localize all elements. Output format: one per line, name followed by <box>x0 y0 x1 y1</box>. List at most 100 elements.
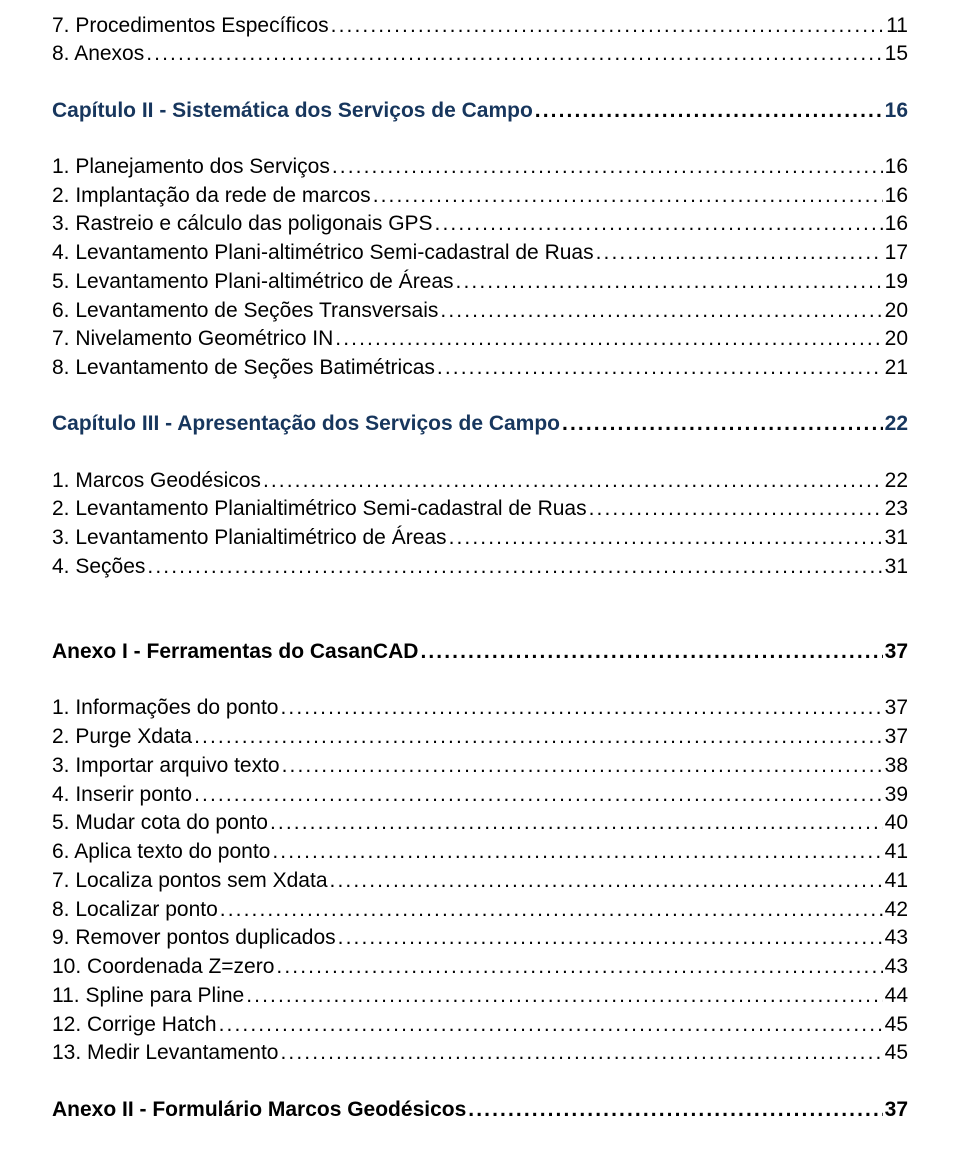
toc-leader-dots <box>246 983 882 1009</box>
toc-entry-page: 19 <box>885 269 908 295</box>
toc-leader-dots <box>338 925 883 951</box>
toc-entry-page: 37 <box>885 1097 908 1123</box>
toc-entry-label: 7. Procedimentos Específicos <box>52 13 329 39</box>
toc-leader-dots <box>449 525 883 551</box>
toc-leader-dots <box>589 496 883 522</box>
toc-entry-page: 31 <box>885 525 908 551</box>
toc-entry-page: 42 <box>885 897 908 923</box>
toc-entry-label: 1. Marcos Geodésicos <box>52 468 261 494</box>
toc-leader-dots <box>282 753 883 779</box>
toc-entry-label: 9. Remover pontos duplicados <box>52 925 336 951</box>
toc-line: Capítulo III - Apresentação dos Serviços… <box>52 411 908 437</box>
toc-entry-page: 38 <box>885 753 908 779</box>
toc-entry-page: 21 <box>885 355 908 381</box>
toc-line: 2. Purge Xdata37 <box>52 724 908 750</box>
toc-entry-page: 17 <box>885 240 908 266</box>
toc-line: 4. Levantamento Plani-altimétrico Semi-c… <box>52 240 908 266</box>
toc-entry-label: 2. Purge Xdata <box>52 724 192 750</box>
toc-line: 8. Levantamento de Seções Batimétricas 21 <box>52 355 908 381</box>
toc-leader-dots <box>270 810 883 836</box>
toc-leader-dots <box>280 1040 882 1066</box>
toc-entry-page: 45 <box>885 1012 908 1038</box>
toc-entry-label: Capítulo II - Sistemática dos Serviços d… <box>52 98 533 124</box>
toc-entry-page: 23 <box>885 496 908 522</box>
toc-entry-page: 41 <box>885 868 908 894</box>
toc-line: 1. Marcos Geodésicos 22 <box>52 468 908 494</box>
table-of-contents: 7. Procedimentos Específicos 11 8. Anexos 1… <box>52 13 908 1123</box>
toc-entry-label: 5. Levantamento Plani-altimétrico de Áre… <box>52 269 454 295</box>
toc-line: Anexo II - Formulário Marcos Geodésicos 3… <box>52 1097 908 1123</box>
toc-leader-dots <box>437 355 883 381</box>
toc-entry-page: 22 <box>885 411 908 437</box>
toc-leader-dots <box>535 98 883 124</box>
toc-line: 7. Localiza pontos sem Xdata 41 <box>52 868 908 894</box>
toc-entry-page: 44 <box>885 983 908 1009</box>
toc-entry-label: Capítulo III - Apresentação dos Serviços… <box>52 411 560 437</box>
toc-entry-label: 7. Nivelamento Geométrico IN <box>52 326 333 352</box>
toc-leader-dots <box>280 695 882 721</box>
toc-entry-label: 8. Anexos <box>52 41 144 67</box>
toc-line: 3. Rastreio e cálculo das poligonais GPS… <box>52 211 908 237</box>
toc-leader-dots <box>435 211 883 237</box>
toc-line: 12. Corrige Hatch45 <box>52 1012 908 1038</box>
toc-entry-label: 10. Coordenada Z=zero <box>52 954 274 980</box>
toc-entry-page: 31 <box>885 554 908 580</box>
toc-entry-page: 16 <box>885 183 908 209</box>
toc-entry-page: 20 <box>885 298 908 324</box>
toc-line: Capítulo II - Sistemática dos Serviços d… <box>52 98 908 124</box>
toc-entry-label: 8. Levantamento de Seções Batimétricas <box>52 355 435 381</box>
toc-entry-page: 37 <box>885 639 908 665</box>
toc-entry-label: 6. Levantamento de Seções Transversais <box>52 298 438 324</box>
toc-leader-dots <box>596 240 883 266</box>
toc-entry-label: 4. Inserir ponto <box>52 782 192 808</box>
toc-entry-label: 11. Spline para Pline <box>52 983 244 1009</box>
toc-leader-dots <box>332 154 883 180</box>
toc-leader-dots <box>146 41 882 67</box>
toc-entry-label: 2. Implantação da rede de marcos <box>52 183 371 209</box>
toc-line: 5. Mudar cota do ponto 40 <box>52 810 908 836</box>
toc-gap <box>52 126 908 151</box>
toc-leader-dots <box>263 468 883 494</box>
toc-entry-page: 43 <box>885 925 908 951</box>
toc-line: 6. Levantamento de Seções Transversais 20 <box>52 298 908 324</box>
toc-entry-page: 16 <box>885 211 908 237</box>
toc-line: 3. Levantamento Planialtimétrico de Área… <box>52 525 908 551</box>
toc-entry-label: 5. Mudar cota do ponto <box>52 810 268 836</box>
toc-entry-page: 22 <box>885 468 908 494</box>
toc-entry-label: Anexo II - Formulário Marcos Geodésicos <box>52 1097 466 1123</box>
toc-entry-page: 15 <box>885 41 908 67</box>
toc-leader-dots <box>147 554 882 580</box>
toc-line: 8. Localizar ponto 42 <box>52 897 908 923</box>
toc-leader-dots <box>562 411 883 437</box>
toc-leader-dots <box>440 298 882 324</box>
toc-entry-label: 13. Medir Levantamento <box>52 1040 278 1066</box>
toc-entry-label: 8. Localizar ponto <box>52 897 218 923</box>
toc-leader-dots <box>272 839 882 865</box>
toc-leader-dots <box>373 183 883 209</box>
toc-entry-page: 40 <box>885 810 908 836</box>
toc-entry-page: 16 <box>885 98 908 124</box>
toc-entry-label: 1. Informações do ponto <box>52 695 278 721</box>
toc-line: 11. Spline para Pline 44 <box>52 983 908 1009</box>
toc-line: 4. Seções 31 <box>52 554 908 580</box>
toc-entry-label: 7. Localiza pontos sem Xdata <box>52 868 328 894</box>
toc-gap <box>52 70 908 95</box>
toc-leader-dots <box>335 326 882 352</box>
toc-gap <box>52 583 908 637</box>
toc-entry-label: 3. Importar arquivo texto <box>52 753 280 779</box>
toc-line: 1. Informações do ponto37 <box>52 695 908 721</box>
toc-line: 7. Nivelamento Geométrico IN 20 <box>52 326 908 352</box>
toc-gap <box>52 1069 908 1094</box>
toc-leader-dots <box>468 1097 882 1123</box>
toc-line: 13. Medir Levantamento45 <box>52 1040 908 1066</box>
toc-entry-label: 4. Seções <box>52 554 145 580</box>
toc-entry-label: Anexo I - Ferramentas do CasanCAD <box>52 639 418 665</box>
toc-leader-dots <box>276 954 882 980</box>
toc-leader-dots <box>331 13 885 39</box>
toc-entry-page: 16 <box>885 154 908 180</box>
toc-entry-page: 11 <box>886 13 908 39</box>
toc-leader-dots <box>330 868 883 894</box>
toc-line: 2. Levantamento Planialtimétrico Semi-ca… <box>52 496 908 522</box>
toc-line: 6. Aplica texto do ponto41 <box>52 839 908 865</box>
toc-entry-page: 20 <box>885 326 908 352</box>
